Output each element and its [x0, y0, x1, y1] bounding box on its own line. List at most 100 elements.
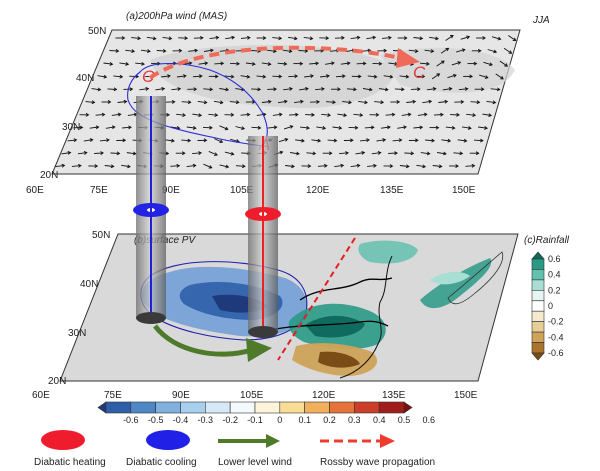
wind-vector	[460, 36, 470, 40]
wind-vector-head	[210, 48, 214, 53]
wind-vector-head	[131, 49, 136, 54]
wind-vector-head	[309, 36, 314, 41]
wind-vector-head	[184, 36, 189, 40]
upper-lon-90e: 90E	[162, 185, 180, 196]
wind-vector-head	[341, 35, 345, 40]
wind-vector-head	[230, 151, 235, 156]
wind-vector-head	[289, 125, 294, 129]
wind-vector	[229, 101, 239, 103]
wind-vector	[240, 37, 250, 39]
legend-cooling-label: Diabatic cooling	[126, 457, 197, 468]
wind-vector	[61, 152, 71, 155]
wind-vector	[461, 126, 471, 129]
wind-vector	[422, 100, 432, 104]
wind-vector-head	[391, 112, 396, 117]
wind-vector-head	[310, 74, 314, 79]
pv-colorbar-tick: 0.3	[348, 415, 361, 425]
pv-colorbar-swatch	[130, 401, 156, 414]
wind-vector-head	[444, 99, 449, 104]
rainfall-negative-core	[318, 351, 360, 368]
lower-level-wind-arrowhead	[246, 338, 272, 362]
wind-vector-head	[326, 74, 330, 79]
wind-vector	[503, 47, 512, 54]
wind-vector-head	[209, 87, 214, 92]
wind-vector-head	[230, 112, 235, 117]
wind-vector	[203, 163, 212, 169]
rain-colorbar-tick: -0.2	[548, 317, 564, 327]
wind-vector	[487, 49, 497, 53]
wind-vector	[325, 62, 335, 65]
wind-vector	[156, 50, 166, 52]
wind-vector	[277, 62, 287, 65]
wind-vector-head	[403, 125, 407, 130]
wind-vector	[119, 62, 129, 65]
wind-vector	[499, 60, 508, 67]
wind-vector-head	[299, 61, 304, 66]
wind-vector-head	[323, 163, 328, 168]
wind-vector-head	[467, 126, 472, 130]
wind-vector	[417, 113, 427, 116]
wind-vector-head	[145, 86, 150, 91]
wind-vector-head	[109, 61, 114, 66]
wind-vector	[358, 100, 368, 104]
wind-vector	[437, 152, 447, 155]
wind-vector	[399, 75, 409, 78]
wind-vector-head	[471, 163, 476, 168]
wind-vector	[298, 50, 308, 52]
wind-vector	[272, 113, 282, 116]
wind-vector-head	[220, 61, 225, 66]
wind-vector-head	[225, 87, 230, 92]
wind-vector-head	[251, 61, 256, 66]
wind-vector	[135, 62, 145, 65]
wind-vector-head	[497, 36, 502, 41]
wind-vector-head	[362, 61, 367, 66]
wind-vector-head	[396, 100, 401, 104]
wind-vector	[282, 49, 292, 52]
wind-vector	[326, 101, 336, 103]
wind-vector	[451, 61, 461, 66]
wind-vector	[362, 88, 372, 91]
wind-vector	[83, 139, 93, 142]
wind-vector	[283, 88, 293, 91]
wind-vector	[340, 62, 350, 65]
rossby-wave-arrow-upper	[148, 45, 401, 80]
upper-lat-20n: 20N	[40, 170, 58, 181]
legend-rossby-arrowhead	[380, 434, 395, 448]
wind-vector-head	[461, 48, 466, 53]
wind-vector-head	[95, 125, 100, 130]
wind-vector	[161, 75, 171, 78]
wind-vector	[486, 100, 496, 104]
pv-colorbar-tick: -0.3	[198, 415, 214, 425]
wind-vector	[483, 61, 493, 66]
rain-colorbar-swatch	[531, 342, 545, 354]
wind-vector-head	[91, 100, 96, 105]
legend-cooling-icon	[146, 430, 190, 450]
wind-vector-head	[209, 125, 213, 130]
lower-lon-150e: 150E	[454, 390, 478, 401]
wind-vector	[283, 125, 293, 130]
wind-vector-head	[312, 151, 317, 156]
wind-vector-head	[382, 138, 387, 142]
wind-vector	[440, 47, 449, 54]
wind-vector	[413, 126, 423, 129]
wind-vector-head	[278, 112, 283, 117]
wind-vector-head	[127, 164, 131, 169]
wind-vector	[131, 37, 141, 39]
wind-vector	[127, 113, 137, 116]
wind-vector	[285, 165, 295, 167]
wind-vector-head	[489, 62, 493, 67]
pv-colorbar-extend-high	[403, 401, 413, 414]
wind-vector-head	[440, 60, 445, 64]
wind-vector	[376, 139, 386, 142]
wind-vector-head	[447, 138, 452, 143]
wind-vector-head	[193, 87, 198, 92]
wind-vector-head	[338, 125, 343, 130]
pv-colorbar-tick: 0	[277, 415, 282, 425]
wind-vector-head	[187, 138, 192, 143]
wind-vector-head	[199, 36, 204, 40]
wind-vector-head	[440, 112, 444, 117]
rain-colorbar-tick: -0.4	[548, 332, 564, 342]
lower-lat-30n: 30N	[68, 328, 86, 339]
wind-vector-head	[508, 50, 513, 54]
wind-vector	[287, 36, 297, 40]
